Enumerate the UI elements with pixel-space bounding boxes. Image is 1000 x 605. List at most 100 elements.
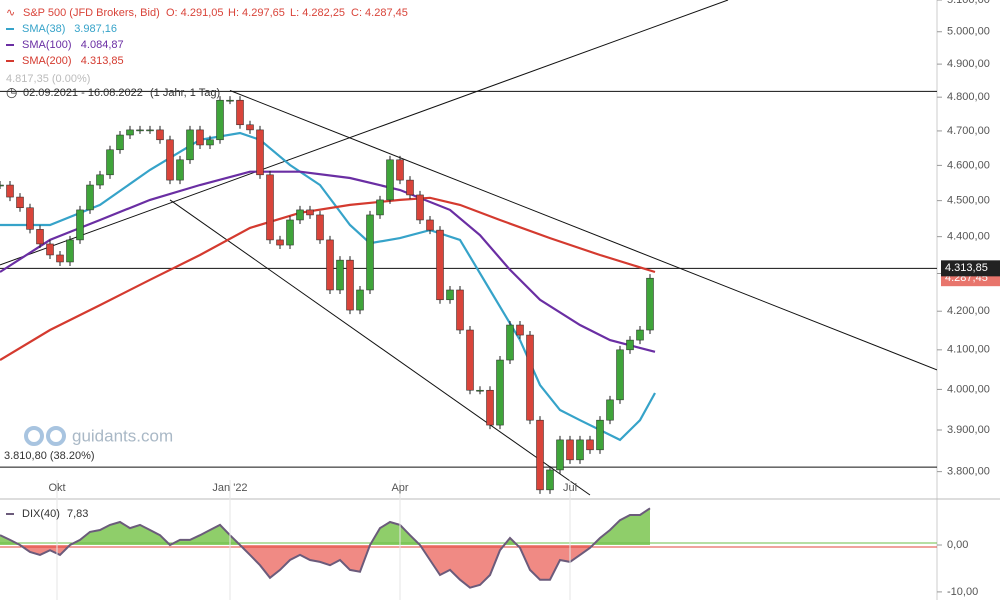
legend-value: 3.987,16 [74,23,117,35]
candle [596,419,604,451]
candle [156,129,164,141]
legend: ∿ S&P 500 (JFD Brokers, Bid) O: 4.291,05… [4,7,408,520]
x-tick-label: Jan '22 [212,482,247,494]
chart-title: S&P 500 (JFD Brokers, Bid) [23,7,160,19]
candle [76,209,84,241]
candle [516,324,524,336]
candle [146,129,154,132]
y-tick-label: 5.100,00 [947,0,990,6]
y-tick-label: 0,00 [947,539,968,551]
candle [236,99,244,126]
candle [326,239,334,291]
y-tick-label: 4.600,00 [947,159,990,171]
y-tick-label: 3.900,00 [947,424,990,436]
candle [556,439,564,471]
fib-label: 3.810,80 (38.20%) [4,450,95,462]
symbol-icon[interactable]: ∿ [6,7,15,19]
x-tick-label: Okt [48,482,65,494]
candle [126,129,134,136]
candle [626,339,634,351]
indicator-value: 7,83 [67,508,88,520]
sma-line [0,170,656,353]
trendline [229,90,937,371]
legend-value: 4.084,87 [81,39,124,51]
period: (1 Jahr, 1 Tag) [150,87,220,99]
price-pane [0,0,937,496]
candle [476,389,484,392]
candle [6,184,14,198]
candle [46,243,54,256]
axes: 3.800,00 3.900,00 4.000,00 4.100,00 4.200,00… [48,0,1000,600]
candle [136,129,144,132]
candle [526,334,534,421]
candle [266,174,274,241]
candle [166,139,174,181]
indicator-area-negative [20,545,593,588]
candle [406,179,414,196]
y-tick-label: 4.500,00 [947,195,990,207]
legend-value: 4.313,85 [81,55,124,67]
trendline [0,0,729,266]
candle [0,184,4,187]
candle [36,229,44,245]
candle [366,214,374,291]
fib-label: 4.817,35 (0.00%) [6,73,90,85]
date-range: 02.09.2021 - 16.08.2022 [23,87,143,99]
ohlc-label: H: 4.297,65 [228,7,285,19]
y-tick-label: 4.800,00 [947,91,990,103]
legend-label: SMA(200) [22,55,72,67]
y-tick-label: 4.000,00 [947,383,990,395]
y-tick-label: 5.000,00 [947,26,990,38]
x-tick-label: Apr [391,482,408,494]
candle [56,254,64,263]
candle [506,324,514,361]
candle [316,214,324,241]
price-label: 4.313,85 [945,262,988,274]
candle [466,329,474,391]
candle [376,199,384,216]
candle [646,277,654,331]
candle [276,239,284,246]
candle [26,207,34,230]
trendline [169,199,591,496]
ohlc-label: L: 4.282,25 [290,7,345,19]
candle [106,149,114,176]
price-label-box [941,260,1000,277]
candle [436,229,444,301]
candle [306,209,314,216]
candle [16,196,24,209]
candle [616,349,624,401]
candle [396,159,404,181]
clock-icon: ◷ [6,84,17,99]
legend-label: SMA(38) [22,23,65,35]
indicator-line [0,507,651,589]
candle [196,129,204,146]
candle [176,159,184,181]
candle [636,329,644,341]
candle [486,389,494,426]
candle [296,209,304,221]
y-tick-label: 4.900,00 [947,58,990,70]
candle [286,219,294,246]
y-tick-label: 3.800,00 [947,466,990,478]
indicator-pane [0,507,937,589]
candle [606,399,614,421]
candle [116,134,124,151]
indicator-name: DIX(40) [22,508,60,520]
candle [576,439,584,461]
candle [586,439,594,451]
candle [206,139,214,146]
candle [426,219,434,231]
y-tick-label: 4.100,00 [947,344,990,356]
y-tick-label: 4.200,00 [947,305,990,317]
x-tick-label: Jul [563,482,577,494]
sma-line [0,131,656,442]
y-tick-label: 4.700,00 [947,125,990,137]
candle [546,469,554,491]
candle [246,124,254,131]
sma-line [0,196,656,361]
candle [216,99,224,141]
ohlc-label: O: 4.291,05 [166,7,224,19]
candle [96,174,104,186]
watermark: guidants.com [24,426,173,446]
